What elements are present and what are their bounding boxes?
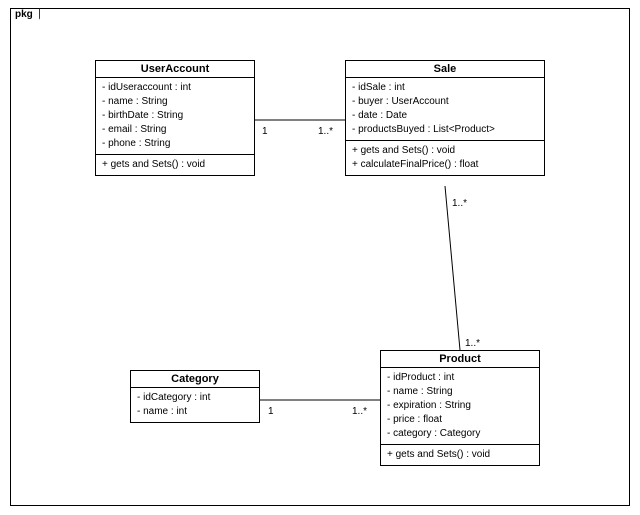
multiplicity-label: 1 (268, 406, 274, 417)
attribute-row: - birthDate : String (102, 109, 248, 123)
class-product: Product- idProduct : int- name : String-… (380, 350, 540, 466)
class-title: Sale (346, 61, 544, 78)
class-attributes: - idUseraccount : int- name : String- bi… (96, 78, 254, 155)
multiplicity-label: 1 (262, 126, 268, 137)
attribute-row: - date : Date (352, 109, 538, 123)
class-title: Product (381, 351, 539, 368)
method-row: + gets and Sets() : void (352, 144, 538, 158)
multiplicity-label: 1..* (465, 338, 480, 349)
class-title: Category (131, 371, 259, 388)
attribute-row: - category : Category (387, 427, 533, 441)
class-methods: + gets and Sets() : void+ calculateFinal… (346, 141, 544, 175)
attribute-row: - buyer : UserAccount (352, 95, 538, 109)
attribute-row: - expiration : String (387, 399, 533, 413)
attribute-row: - name : String (387, 385, 533, 399)
class-methods: + gets and Sets() : void (96, 155, 254, 175)
method-row: + gets and Sets() : void (387, 448, 533, 462)
class-methods: + gets and Sets() : void (381, 445, 539, 465)
class-attributes: - idSale : int- buyer : UserAccount- dat… (346, 78, 544, 141)
multiplicity-label: 1..* (352, 406, 367, 417)
class-sale: Sale- idSale : int- buyer : UserAccount-… (345, 60, 545, 176)
attribute-row: - idProduct : int (387, 371, 533, 385)
package-tab: pkg (10, 8, 40, 24)
attribute-row: - name : int (137, 405, 253, 419)
method-row: + gets and Sets() : void (102, 158, 248, 172)
attribute-row: - idUseraccount : int (102, 81, 248, 95)
class-attributes: - idCategory : int- name : int (131, 388, 259, 422)
attribute-row: - name : String (102, 95, 248, 109)
attribute-row: - idCategory : int (137, 391, 253, 405)
class-title: UserAccount (96, 61, 254, 78)
class-attributes: - idProduct : int- name : String- expira… (381, 368, 539, 445)
attribute-row: - email : String (102, 123, 248, 137)
attribute-row: - productsBuyed : List<Product> (352, 123, 538, 137)
attribute-row: - idSale : int (352, 81, 538, 95)
multiplicity-label: 1..* (452, 198, 467, 209)
multiplicity-label: 1..* (318, 126, 333, 137)
method-row: + calculateFinalPrice() : float (352, 158, 538, 172)
class-userAccount: UserAccount- idUseraccount : int- name :… (95, 60, 255, 176)
class-category: Category- idCategory : int- name : int (130, 370, 260, 423)
attribute-row: - price : float (387, 413, 533, 427)
attribute-row: - phone : String (102, 137, 248, 151)
